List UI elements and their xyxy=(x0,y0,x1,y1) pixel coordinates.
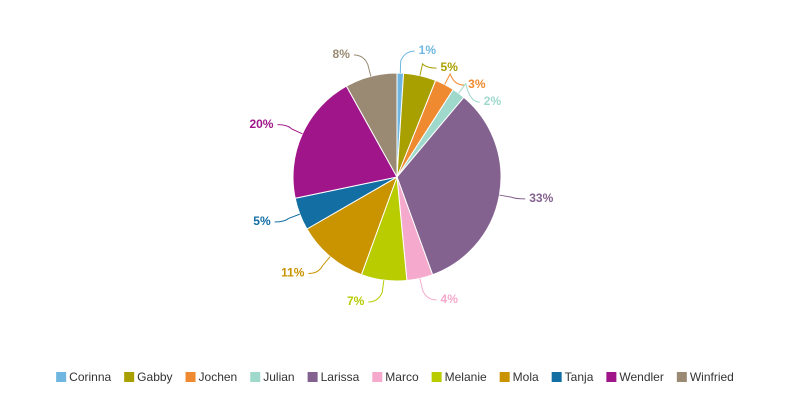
leader-line xyxy=(419,62,437,76)
leader-line xyxy=(353,54,372,77)
leader-line xyxy=(458,82,480,103)
data-label: 11% xyxy=(281,266,305,280)
legend-label: Marco xyxy=(385,370,419,384)
pie-slice xyxy=(292,85,398,199)
legend-label: Corinna xyxy=(69,370,111,384)
legend-swatch xyxy=(499,372,510,382)
legend-item[interactable]: Winfried xyxy=(676,370,734,384)
legend-label: Tanja xyxy=(565,370,594,384)
legend-item[interactable]: Gabby xyxy=(124,370,173,384)
data-label: 3% xyxy=(468,77,486,91)
legend-swatch xyxy=(307,372,318,382)
legend-label: Melanie xyxy=(445,370,487,384)
leader-line xyxy=(399,50,415,74)
leader-line xyxy=(419,278,437,301)
legend-label: Gabby xyxy=(137,370,172,384)
legend-swatch xyxy=(124,372,135,382)
legend-label: Julian xyxy=(263,370,294,384)
legend-item[interactable]: Jochen xyxy=(185,370,238,384)
data-label: 33% xyxy=(529,191,553,205)
legend-item[interactable]: Marco xyxy=(372,370,419,384)
legend-label: Mola xyxy=(513,370,539,384)
data-label: 8% xyxy=(333,47,351,61)
leader-line xyxy=(308,256,331,275)
legend-item[interactable]: Mola xyxy=(499,370,539,384)
legend-item[interactable]: Corinna xyxy=(56,370,111,384)
pie-slice xyxy=(396,96,502,276)
pie-slice xyxy=(345,72,398,179)
leader-line xyxy=(277,124,303,135)
legend-swatch xyxy=(185,372,196,382)
legend: Corinna Gabby Jochen Julian Larissa Marco Mela… xyxy=(56,370,734,384)
leader-line xyxy=(274,213,301,223)
data-label: 5% xyxy=(253,214,271,228)
data-label: 5% xyxy=(441,60,459,74)
leader-line xyxy=(368,280,385,303)
data-label: 1% xyxy=(419,43,437,57)
data-label: 20% xyxy=(249,117,273,131)
leader-line xyxy=(444,72,465,86)
legend-item[interactable]: Julian xyxy=(250,370,295,384)
data-label: 2% xyxy=(484,94,502,108)
legend-item[interactable]: Tanja xyxy=(551,370,594,384)
legend-swatch xyxy=(250,372,261,382)
legend-label: Jochen xyxy=(199,370,238,384)
legend-swatch xyxy=(56,372,67,382)
pie xyxy=(292,72,502,282)
legend-swatch xyxy=(431,372,442,382)
leader-line xyxy=(499,194,526,200)
data-label: 4% xyxy=(441,292,459,306)
data-label: 7% xyxy=(347,294,365,308)
legend-item[interactable]: Melanie xyxy=(431,370,487,384)
legend-swatch xyxy=(676,372,687,382)
legend-swatch xyxy=(372,372,383,382)
data-labels: 1% 5% 3% 2% 33% 4% 7% 11% 5% 20% 8% xyxy=(249,43,553,308)
legend-label: Larissa xyxy=(321,370,360,384)
legend-swatch xyxy=(551,372,562,382)
legend-label: Wendler xyxy=(619,370,663,384)
pie-slice xyxy=(306,175,398,276)
legend-item[interactable]: Wendler xyxy=(606,370,664,384)
legend-item[interactable]: Larissa xyxy=(307,370,360,384)
legend-label: Winfried xyxy=(690,370,734,384)
legend-swatch xyxy=(606,372,617,382)
